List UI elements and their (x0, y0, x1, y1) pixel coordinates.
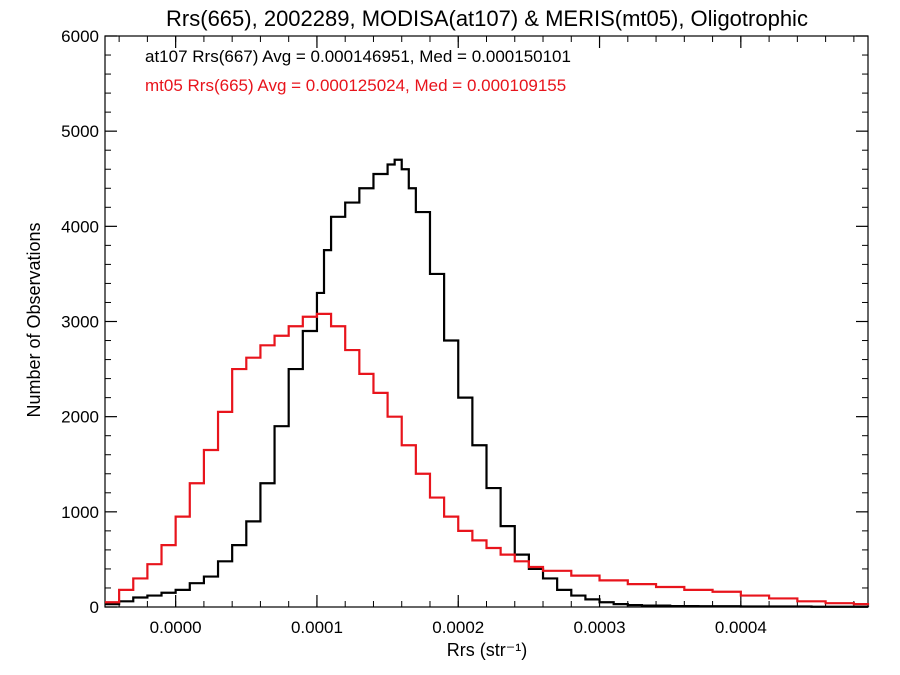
y-tick-label: 6000 (61, 27, 99, 46)
stats-annotation-mt05: mt05 Rrs(665) Avg = 0.000125024, Med = 0… (145, 76, 566, 95)
x-axis-label: Rrs (str⁻¹) (447, 640, 527, 660)
y-tick-label: 4000 (61, 217, 99, 236)
x-tick-label: 0.0001 (291, 618, 343, 637)
series-line-at107 (105, 158, 870, 608)
y-tick-label: 0 (90, 598, 99, 617)
y-tick-label: 1000 (61, 503, 99, 522)
plot-area: 0 1000 2000 3000 4000 5000 6000 0.0000 0.0001 0.0… (61, 27, 870, 637)
plot-frame (104, 35, 869, 608)
x-tick-label: 0.0004 (715, 618, 767, 637)
x-tick-label: 0.0002 (432, 618, 484, 637)
y-axis-label: Number of Observations (24, 222, 44, 417)
x-tick-label: 0.0003 (574, 618, 626, 637)
y-tick-label: 2000 (61, 408, 99, 427)
series-line-mt05 (105, 312, 870, 606)
y-tick-label: 5000 (61, 122, 99, 141)
chart-title: Rrs(665), 2002289, MODISA(at107) & MERIS… (166, 6, 808, 31)
x-tick-label: 0.0000 (150, 618, 202, 637)
y-tick-label: 3000 (61, 313, 99, 332)
stats-annotation-at107: at107 Rrs(667) Avg = 0.000146951, Med = … (145, 47, 571, 66)
